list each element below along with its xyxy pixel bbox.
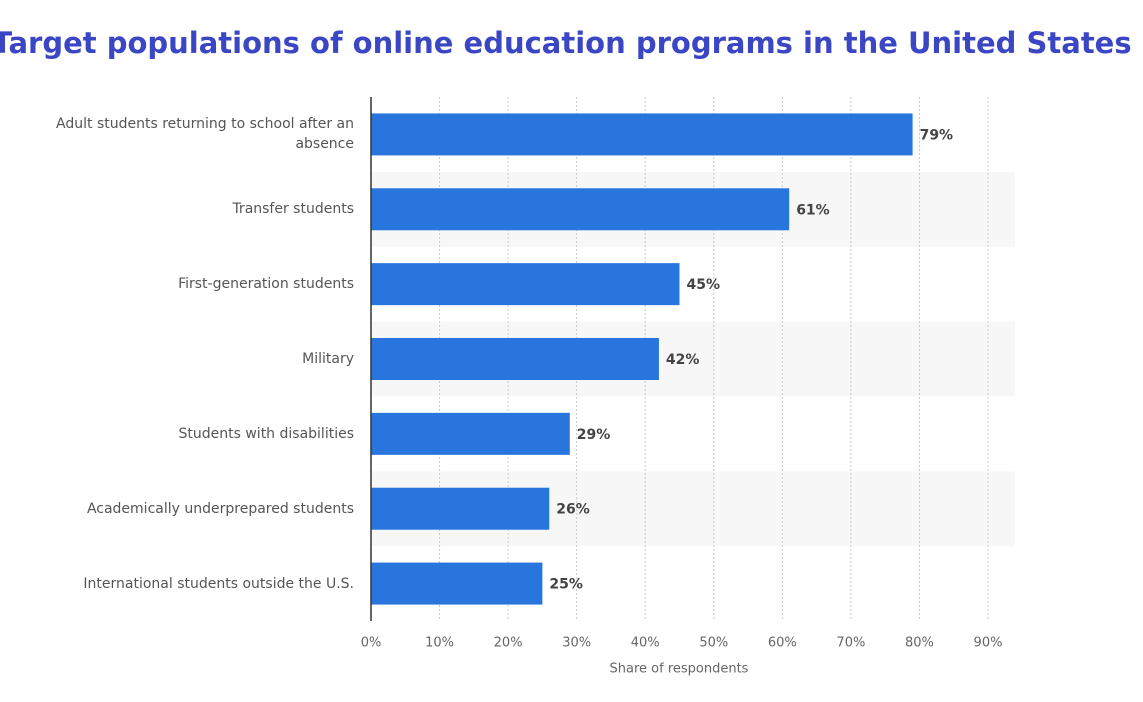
category-label: Students with disabilities: [178, 425, 355, 442]
value-label: 29%: [577, 427, 611, 443]
bar: [371, 113, 913, 156]
value-label: 61%: [796, 202, 830, 218]
x-tick-label: 50%: [699, 636, 728, 651]
value-label: 79%: [920, 127, 954, 143]
bar: [371, 487, 550, 530]
x-tick-label: 20%: [494, 636, 523, 651]
value-label: 45%: [687, 277, 721, 293]
value-label: 26%: [556, 502, 590, 518]
value-label: 42%: [666, 352, 700, 368]
x-tick-label: 90%: [974, 636, 1003, 651]
value-label: 25%: [549, 577, 583, 593]
bar: [371, 188, 790, 231]
bar: [371, 412, 570, 455]
category-label: Adult students returning to school after…: [56, 116, 354, 153]
category-label: Military: [302, 351, 354, 367]
category-label: First-generation students: [178, 276, 354, 293]
category-label: Academically underprepared students: [86, 500, 354, 517]
x-tick-label: 40%: [631, 636, 660, 651]
category-label: International students outside the U.S.: [83, 575, 354, 592]
x-tick-label: 10%: [425, 636, 454, 651]
x-tick-label: 30%: [562, 636, 591, 651]
x-tick-label: 80%: [905, 636, 934, 651]
chart-title: Target populations of online education p…: [0, 26, 1132, 60]
x-axis-label: Share of respondents: [610, 662, 749, 677]
bar: [371, 263, 680, 306]
x-tick-label: 0%: [361, 636, 382, 651]
bar: [371, 338, 659, 380]
category-label: Transfer students: [232, 201, 354, 218]
bar: [371, 562, 543, 605]
x-tick-label: 70%: [836, 636, 865, 651]
x-tick-label: 60%: [768, 636, 797, 651]
